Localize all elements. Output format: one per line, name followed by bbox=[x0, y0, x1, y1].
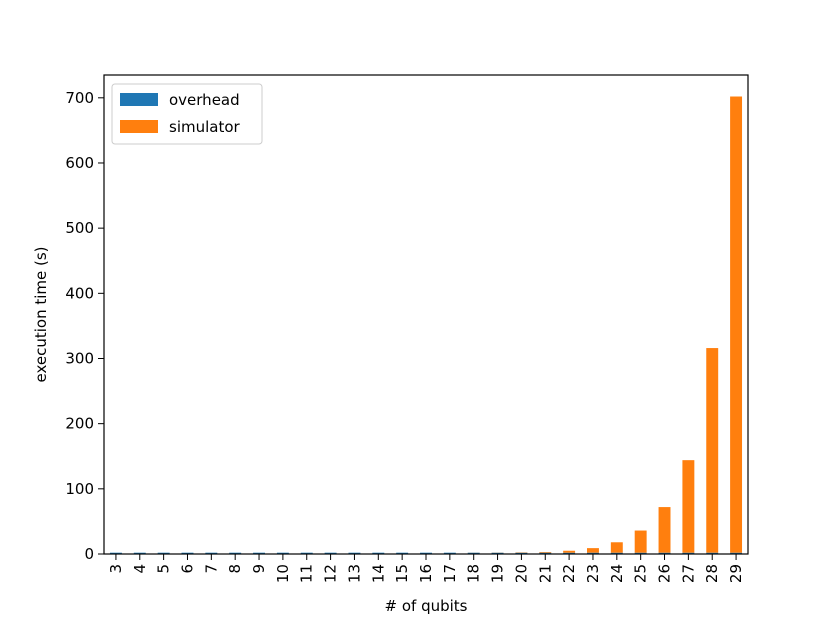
x-tick-label: 10 bbox=[274, 564, 292, 583]
x-tick-label: 23 bbox=[584, 564, 602, 583]
y-tick-label: 100 bbox=[65, 480, 94, 498]
y-tick-label: 500 bbox=[65, 219, 94, 237]
bar-overhead-5 bbox=[157, 552, 170, 554]
bar-overhead-27 bbox=[682, 552, 695, 554]
x-tick-label: 9 bbox=[250, 564, 268, 574]
bar-overhead-8 bbox=[229, 552, 242, 554]
bar-simulator-23 bbox=[587, 548, 599, 553]
bar-simulator-25 bbox=[634, 530, 647, 553]
bar-simulator-26 bbox=[658, 507, 671, 553]
y-tick-label: 700 bbox=[65, 89, 94, 107]
x-tick-label: 12 bbox=[322, 564, 340, 583]
x-tick-label: 4 bbox=[131, 564, 149, 574]
x-tick-label: 21 bbox=[536, 564, 554, 583]
bar-overhead-6 bbox=[181, 552, 194, 554]
y-tick-label: 0 bbox=[84, 545, 94, 563]
x-tick-label: 25 bbox=[632, 564, 650, 583]
legend-swatch-simulator bbox=[120, 120, 158, 133]
x-tick-label: 11 bbox=[298, 564, 316, 583]
bar-simulator-27 bbox=[682, 460, 695, 553]
x-tick-label: 3 bbox=[107, 564, 125, 574]
x-tick-label: 8 bbox=[226, 564, 244, 574]
bar-overhead-4 bbox=[133, 552, 146, 554]
bar-overhead-16 bbox=[420, 552, 432, 554]
x-tick-label: 20 bbox=[512, 564, 530, 583]
y-tick-label: 400 bbox=[65, 284, 94, 302]
bar-overhead-28 bbox=[706, 552, 719, 554]
x-axis: 3 4 5 6 7 8 9 10 11 12 13 14 15 16 17 18 19 20 21 22 23 24 25 2… bbox=[107, 554, 745, 583]
x-tick-label: 18 bbox=[465, 564, 483, 583]
x-tick-label: 14 bbox=[369, 564, 387, 583]
bar-overhead-26 bbox=[658, 552, 671, 554]
x-tick-label: 6 bbox=[178, 564, 196, 574]
bar-overhead-15 bbox=[396, 552, 409, 554]
bar-overhead-11 bbox=[300, 552, 313, 554]
bar-simulator-22 bbox=[563, 550, 576, 553]
x-tick-label: 16 bbox=[417, 564, 435, 583]
y-tick-label: 600 bbox=[65, 154, 94, 172]
x-tick-label: 26 bbox=[656, 564, 674, 583]
x-tick-label: 29 bbox=[727, 564, 745, 583]
bar-overhead-20 bbox=[515, 552, 528, 554]
legend-swatch-overhead bbox=[120, 93, 158, 106]
bar-simulator-24 bbox=[610, 542, 623, 553]
bar-simulator-28 bbox=[706, 348, 719, 553]
bar-overhead-19 bbox=[491, 552, 504, 554]
bar-overhead-17 bbox=[443, 552, 456, 554]
bar-overhead-14 bbox=[372, 552, 385, 554]
x-tick-label: 7 bbox=[202, 564, 220, 574]
bar-overhead-21 bbox=[539, 552, 552, 554]
bar-overhead-7 bbox=[205, 552, 218, 554]
bar-overhead-25 bbox=[634, 552, 647, 554]
bar-overhead-12 bbox=[324, 552, 337, 554]
x-tick-label: 13 bbox=[345, 564, 363, 583]
bar-overhead-29 bbox=[730, 552, 743, 554]
plot-frame bbox=[103, 74, 749, 555]
bar-overhead-9 bbox=[253, 552, 265, 554]
bar-simulator-29 bbox=[730, 96, 743, 553]
x-tick-label: 28 bbox=[703, 564, 721, 583]
y-tick-label: 200 bbox=[65, 415, 94, 433]
x-tick-label: 15 bbox=[393, 564, 411, 583]
legend-label-overhead: overhead bbox=[169, 91, 240, 109]
bar-overhead-13 bbox=[348, 552, 361, 554]
bar-overhead-22 bbox=[563, 552, 576, 554]
bar-overhead-24 bbox=[610, 552, 623, 554]
x-tick-label: 19 bbox=[489, 564, 507, 583]
y-tick-label: 300 bbox=[65, 349, 94, 367]
bar-overhead-10 bbox=[276, 552, 289, 554]
legend: overhead simulator bbox=[111, 83, 263, 145]
x-tick-label: 27 bbox=[679, 564, 697, 583]
y-axis: 0 100 200 300 400 500 600 700 bbox=[65, 89, 104, 563]
bar-overhead-23 bbox=[587, 552, 599, 554]
bar-overhead-18 bbox=[467, 552, 480, 554]
bar-simulator-21 bbox=[539, 552, 552, 553]
bars-layer bbox=[109, 96, 743, 554]
x-tick-label: 5 bbox=[155, 564, 173, 574]
y-axis-title: execution time (s) bbox=[32, 246, 50, 382]
x-tick-label: 17 bbox=[441, 564, 459, 583]
x-tick-label: 22 bbox=[560, 564, 578, 583]
bar-overhead-3 bbox=[109, 552, 122, 554]
x-tick-label: 24 bbox=[608, 564, 626, 583]
x-axis-title: # of qubits bbox=[385, 597, 468, 615]
legend-label-simulator: simulator bbox=[169, 118, 241, 136]
